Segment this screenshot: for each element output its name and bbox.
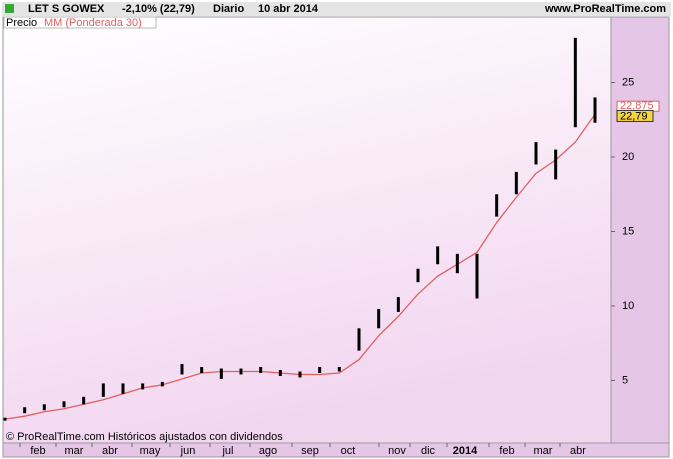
y-tick-label: 20 (622, 151, 634, 163)
price-bar (396, 297, 400, 312)
price-bar (3, 417, 7, 421)
price-bar (514, 171, 518, 195)
x-tick-label: nov (388, 445, 406, 457)
price-bar (259, 367, 263, 373)
x-tick-label: ago (259, 445, 277, 457)
y-tick-label: 15 (622, 225, 634, 237)
chart-title: LET S GOWEX (28, 3, 105, 15)
price-bar (377, 308, 381, 329)
price-bar (23, 407, 27, 414)
price-bar (534, 142, 538, 165)
x-tick-label: abr (570, 445, 586, 457)
y-tick-label: 25 (622, 76, 634, 88)
x-tick-label: dic (421, 445, 436, 457)
legend-entry: Precio (6, 17, 37, 29)
price-bar (141, 383, 145, 390)
price-bar (416, 268, 420, 283)
x-tick-label: feb (30, 445, 45, 457)
price-bar (475, 253, 479, 299)
change: -2,10% (22,79) (122, 3, 195, 15)
x-tick-label: may (140, 445, 161, 457)
price-bar (436, 246, 440, 265)
x-tick-label: mar (65, 445, 84, 457)
icon (5, 4, 14, 13)
y-axis-panel (610, 16, 670, 444)
price-bar (357, 328, 361, 351)
last-label: 22,875 (620, 100, 654, 112)
price-bar (278, 370, 282, 376)
price-bar (219, 368, 223, 379)
site: www.ProRealTime.com (544, 3, 666, 15)
legend-entry: MM (Ponderada 30) (44, 17, 142, 29)
price-bar (495, 194, 499, 217)
price-bar (82, 396, 86, 405)
price-bar (180, 364, 184, 375)
price-bar (298, 371, 302, 378)
price-bar (573, 37, 577, 128)
price-bar (101, 383, 105, 397)
price-bar (318, 367, 322, 373)
price-bar (239, 368, 243, 375)
header-bar (2, 2, 671, 16)
price-bar (337, 367, 341, 372)
price-bar (42, 404, 46, 411)
x-tick-label: sep (301, 445, 319, 457)
y-tick-label: 10 (622, 300, 634, 312)
price-bar (160, 381, 164, 387)
last-price-box (616, 109, 654, 122)
x-tick-label: abr (102, 445, 118, 457)
x-tick-label: jun (180, 445, 196, 457)
plot-area (2, 16, 612, 444)
price-bar (554, 149, 558, 180)
price-bar (593, 97, 597, 123)
footer: © ProRealTime.com Históricos ajustados c… (6, 431, 283, 443)
y-tick-label: 5 (622, 374, 628, 386)
price-bar (62, 401, 66, 408)
price-bar (200, 367, 204, 373)
price-bar (121, 383, 125, 394)
x-tick-label: feb (499, 445, 514, 457)
legend-box (3, 16, 157, 29)
x-tick-label: 2014 (453, 445, 478, 457)
period: Diario (213, 3, 244, 15)
x-tick-label: mar (534, 445, 553, 457)
x-tick-label: jul (221, 445, 233, 457)
price-bar (455, 253, 459, 274)
last-price: 22,79 (620, 110, 648, 122)
x-tick-label: oct (341, 445, 356, 457)
date: 10 abr 2014 (258, 3, 319, 15)
